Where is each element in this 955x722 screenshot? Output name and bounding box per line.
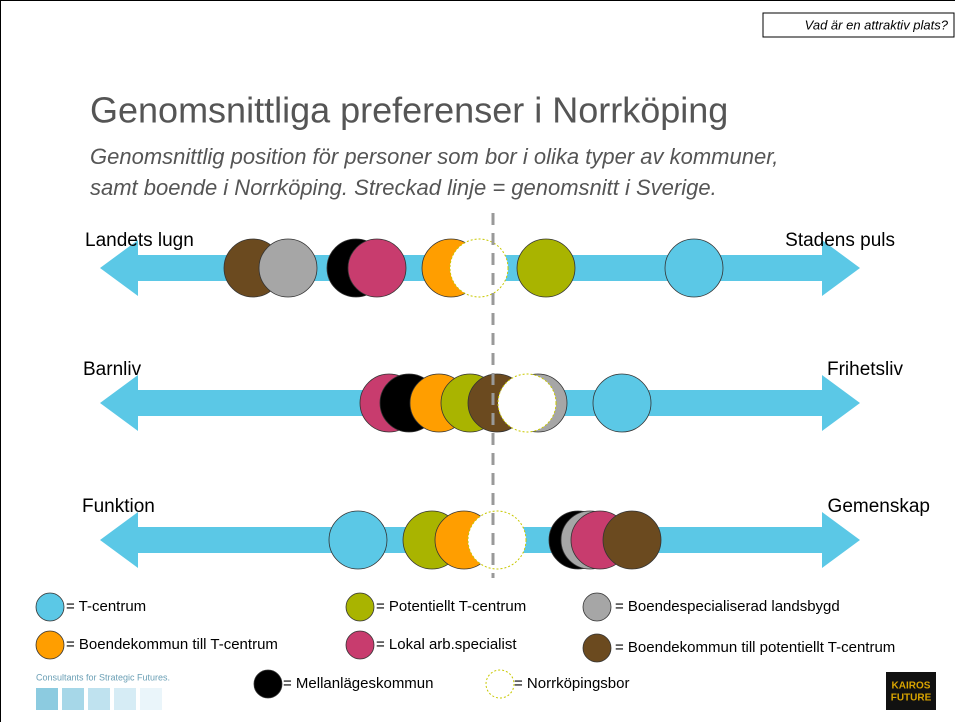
tag-box: [762, 12, 955, 38]
tag: Vad är en attraktiv plats?: [805, 17, 949, 32]
logo-text: KAIROS: [892, 681, 931, 692]
legend-label: = Lokal arb.specialist: [376, 636, 517, 653]
subtitle: samt boende i Norrköping. Streckad linje…: [90, 175, 717, 200]
row-3: [328, 510, 662, 570]
axis-left: Funktion: [82, 496, 155, 517]
title: Genomsnittliga preferenser i Norrköping: [90, 90, 728, 131]
row-2: [359, 373, 652, 433]
legend-label: = Boendekommun till T-centrum: [66, 636, 278, 653]
axis-right: Gemenskap: [828, 496, 930, 517]
logo-box: [886, 672, 936, 710]
legend-label: = Boendespecialiserad landsbygd: [615, 598, 840, 615]
axis-left: Barnliv: [83, 359, 142, 380]
legend-label: = Mellanlägeskommun: [283, 675, 434, 692]
legend-label: = Potentiellt T-centrum: [376, 598, 526, 615]
logo-squares: [36, 688, 162, 710]
tagline: Consultants for Strategic Futures.: [36, 672, 170, 682]
legend: = T-centrum = Potentiellt T-centrum = Bo…: [35, 592, 895, 699]
legend-label: = Boendekommun till potentiellt T-centru…: [615, 639, 895, 656]
axis-right: Frihetsliv: [827, 359, 904, 380]
axis-right: Stadens puls: [785, 230, 895, 251]
subtitle: Genomsnittlig position för personer som …: [90, 144, 778, 169]
legend-label: = T-centrum: [66, 598, 146, 615]
logo-text: FUTURE: [891, 693, 932, 704]
legend-label: = Norrköpingsbor: [514, 675, 629, 692]
axis-left: Landets lugn: [85, 230, 194, 251]
